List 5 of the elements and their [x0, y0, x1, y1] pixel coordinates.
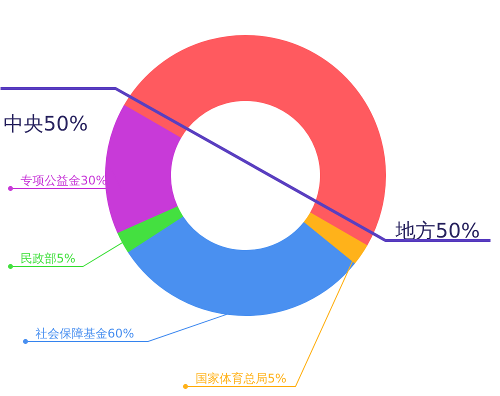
- slice-label: 地方50%: [394, 218, 480, 242]
- legend-label: 民政部5%: [20, 252, 76, 266]
- legend-label: 社会保障基金60%: [36, 326, 134, 340]
- legend-label: 国家体育总局5%: [196, 372, 287, 386]
- text: 中央50%: [4, 112, 88, 136]
